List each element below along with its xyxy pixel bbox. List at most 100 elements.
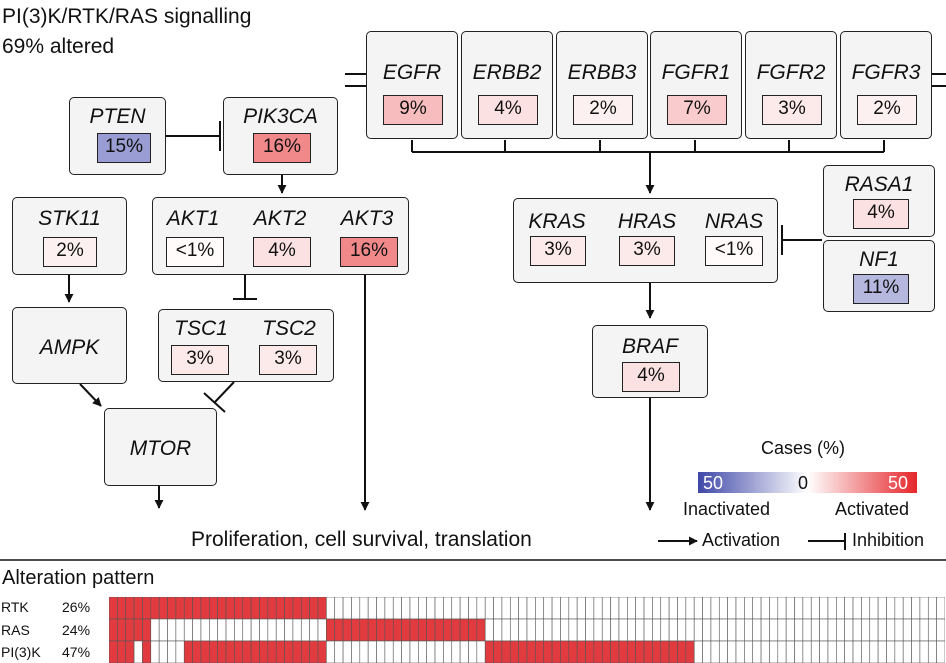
pattern-row-pct: 26%: [62, 599, 91, 615]
pattern-cell: [192, 618, 202, 642]
pattern-cell: [710, 597, 720, 620]
pattern-cell: [819, 618, 829, 642]
pattern-cell: [267, 618, 277, 642]
percent-box: 3%: [259, 345, 317, 375]
pattern-cell: [376, 597, 386, 620]
pattern-cell: [167, 618, 177, 642]
pattern-cell-altered: [142, 597, 152, 620]
pattern-cell-altered: [267, 597, 277, 620]
pattern-cell: [660, 597, 670, 620]
pattern-cell-altered: [643, 640, 653, 663]
pattern-cell: [810, 618, 820, 642]
pattern-cell-altered: [342, 618, 352, 642]
pattern-cell-altered: [326, 618, 336, 642]
pattern-cell: [484, 618, 494, 642]
pattern-cell: [852, 640, 862, 663]
pattern-cell-altered: [443, 618, 453, 642]
pattern-cell: [844, 597, 854, 620]
pattern-cell: [802, 618, 812, 642]
pattern-cell: [744, 597, 754, 620]
pattern-cell-altered: [158, 597, 168, 620]
percent-box: 2%: [573, 95, 633, 125]
pattern-cell-altered: [242, 640, 252, 663]
pattern-cell: [810, 597, 820, 620]
node-erbb2: ERBB2 4%: [461, 31, 553, 139]
pattern-cell: [769, 597, 779, 620]
pattern-cell-altered: [133, 618, 143, 642]
pattern-cell: [234, 618, 244, 642]
pattern-cell: [493, 618, 503, 642]
node-nf1: NF1 11%: [823, 240, 935, 312]
percent-box: 11%: [853, 274, 909, 304]
gene-label: PTEN: [89, 105, 146, 128]
pattern-cell: [752, 618, 762, 642]
pattern-cell: [376, 640, 386, 663]
pattern-cell-altered: [183, 597, 193, 620]
percent-box: 4%: [622, 362, 680, 392]
pattern-cell: [535, 597, 545, 620]
pattern-cell-altered: [142, 618, 152, 642]
pattern-cell: [844, 640, 854, 663]
pattern-cell: [902, 618, 912, 642]
pattern-cell-altered: [493, 640, 503, 663]
pattern-cell: [610, 597, 620, 620]
pattern-cell: [702, 640, 712, 663]
pattern-cell: [911, 597, 921, 620]
node-fgfr2: FGFR2 3%: [745, 31, 837, 139]
pattern-cell-altered: [109, 618, 118, 642]
percent-box: <1%: [166, 237, 224, 267]
pattern-cell-altered: [183, 640, 193, 663]
pattern-cell: [744, 640, 754, 663]
percent-box: 3%: [171, 345, 229, 375]
pattern-cell: [401, 597, 411, 620]
pattern-cell: [509, 618, 519, 642]
legend-colorbar: [698, 472, 917, 493]
pattern-row-label: RAS: [1, 622, 30, 638]
pattern-cell: [418, 640, 427, 663]
gene-label: PIK3CA: [243, 105, 318, 128]
pattern-cell-altered: [200, 640, 210, 663]
pattern-cell: [459, 640, 469, 663]
pattern-cell-altered: [250, 640, 260, 663]
pattern-cell: [744, 618, 754, 642]
pattern-cell-altered: [451, 618, 461, 642]
pattern-cell: [735, 618, 745, 642]
pattern-cell: [209, 618, 218, 642]
pattern-cell: [334, 597, 344, 620]
pattern-cell: [927, 618, 937, 642]
pattern-cell: [894, 618, 904, 642]
gene-label: EGFR: [382, 61, 442, 84]
pattern-cell: [727, 597, 737, 620]
gene-label: AMPK: [39, 336, 100, 359]
pattern-cell: [175, 640, 185, 663]
pattern-cell: [911, 618, 921, 642]
pattern-cell: [919, 618, 929, 642]
pattern-cell-altered: [585, 640, 595, 663]
pattern-cell: [735, 597, 745, 620]
pattern-cell: [685, 597, 695, 620]
pattern-cell-altered: [418, 618, 427, 642]
pattern-cell-altered: [292, 640, 302, 663]
pattern-cell-altered: [351, 618, 361, 642]
pattern-row-label: RTK: [1, 599, 29, 615]
percent-box: 3%: [619, 236, 675, 266]
pattern-cell: [593, 618, 603, 642]
pattern-row-label: PI(3)K: [1, 644, 41, 660]
pattern-cell-altered: [117, 597, 127, 620]
pattern-cell: [518, 597, 528, 620]
pattern-cell-altered: [175, 597, 185, 620]
pattern-cell: [919, 640, 929, 663]
pattern-cell: [677, 597, 687, 620]
pattern-cell: [635, 618, 645, 642]
pattern-cell: [401, 640, 411, 663]
pattern-cell: [484, 597, 494, 620]
pattern-cell: [392, 597, 402, 620]
pattern-cell-altered: [501, 640, 511, 663]
pattern-cell: [384, 597, 394, 620]
pattern-cell-altered: [367, 618, 377, 642]
pattern-cell: [535, 618, 545, 642]
legend-activated: Activated: [835, 499, 910, 519]
pattern-cell: [693, 618, 703, 642]
pattern-cell-altered: [518, 640, 528, 663]
percent-box: <1%: [705, 236, 763, 266]
